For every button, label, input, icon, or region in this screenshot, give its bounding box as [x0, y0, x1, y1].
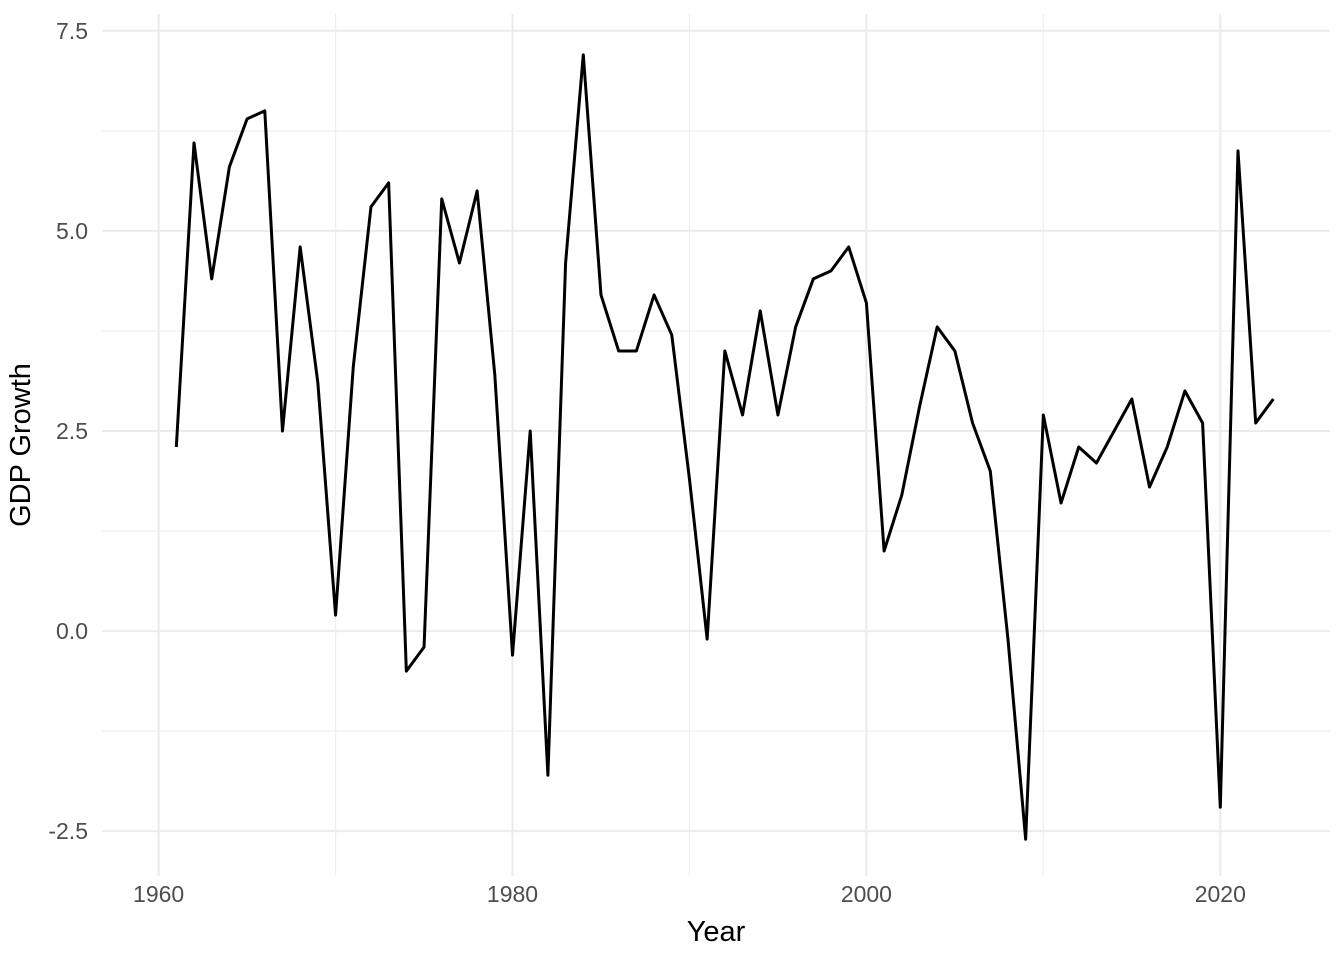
- x-tick-label: 1980: [487, 881, 538, 907]
- y-axis-title: GDP Growth: [5, 363, 37, 527]
- y-tick-label: 5.0: [56, 218, 88, 244]
- y-tick-label: 7.5: [56, 18, 88, 44]
- x-axis-tick-labels: 1960 1980 2000 2020: [133, 881, 1246, 907]
- x-tick-label: 2020: [1195, 881, 1246, 907]
- y-tick-label: 2.5: [56, 418, 88, 444]
- x-tick-label: 2000: [841, 881, 892, 907]
- y-tick-label: -2.5: [48, 818, 88, 844]
- y-axis-tick-labels: 7.5 5.0 2.5 0.0 -2.5: [48, 18, 88, 844]
- major-gridlines: [102, 14, 1330, 876]
- x-axis-title: Year: [687, 916, 746, 948]
- x-tick-label: 1960: [133, 881, 184, 907]
- y-tick-label: 0.0: [56, 618, 88, 644]
- minor-gridlines: [102, 14, 1330, 876]
- gdp-growth-line: [174, 53, 1275, 841]
